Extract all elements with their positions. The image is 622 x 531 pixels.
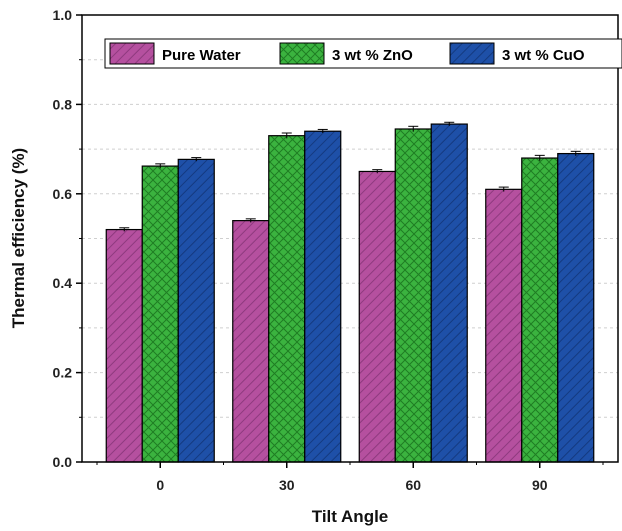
bar — [485, 188, 523, 463]
legend-box — [104, 38, 622, 69]
bar — [304, 130, 342, 463]
bar — [232, 220, 270, 463]
bar — [430, 123, 468, 463]
legend-swatch — [449, 42, 495, 65]
y-tick-label: 0.2 — [53, 365, 73, 381]
bars — [105, 123, 595, 463]
x-tick-label: 60 — [405, 477, 421, 493]
x-axis-ticks: 0 30 60 90 — [96, 462, 604, 493]
bar — [557, 152, 595, 463]
y-tick-label: 0.0 — [53, 454, 73, 470]
legend-label: 3 wt % ZnO — [332, 47, 413, 64]
y-axis-title: Thermal efficiency (%) — [9, 148, 28, 328]
legend-label: Pure Water — [162, 47, 241, 64]
x-tick-label: 0 — [156, 477, 164, 493]
bar — [141, 165, 179, 463]
y-axis-ticks: 0.0 0.2 0.4 0.6 0.8 1.0 — [53, 7, 82, 470]
bar — [394, 128, 432, 463]
bar — [268, 135, 306, 463]
y-tick-label: 1.0 — [53, 7, 73, 23]
bar — [177, 158, 215, 463]
legend-label: 3 wt % CuO — [502, 47, 585, 64]
legend-swatch — [279, 42, 325, 65]
bar — [358, 170, 396, 463]
bar — [105, 228, 143, 463]
x-tick-label: 90 — [532, 477, 548, 493]
error-bars — [119, 121, 581, 232]
x-axis-title: Tilt Angle — [312, 507, 389, 526]
y-tick-label: 0.4 — [53, 275, 73, 291]
y-tick-label: 0.6 — [53, 186, 73, 202]
legend-swatch — [109, 42, 155, 65]
y-tick-label: 0.8 — [53, 96, 73, 112]
legend: Pure Water 3 wt % ZnO 3 wt % CuO — [104, 38, 622, 69]
x-tick-label: 30 — [279, 477, 295, 493]
bar — [521, 157, 559, 463]
